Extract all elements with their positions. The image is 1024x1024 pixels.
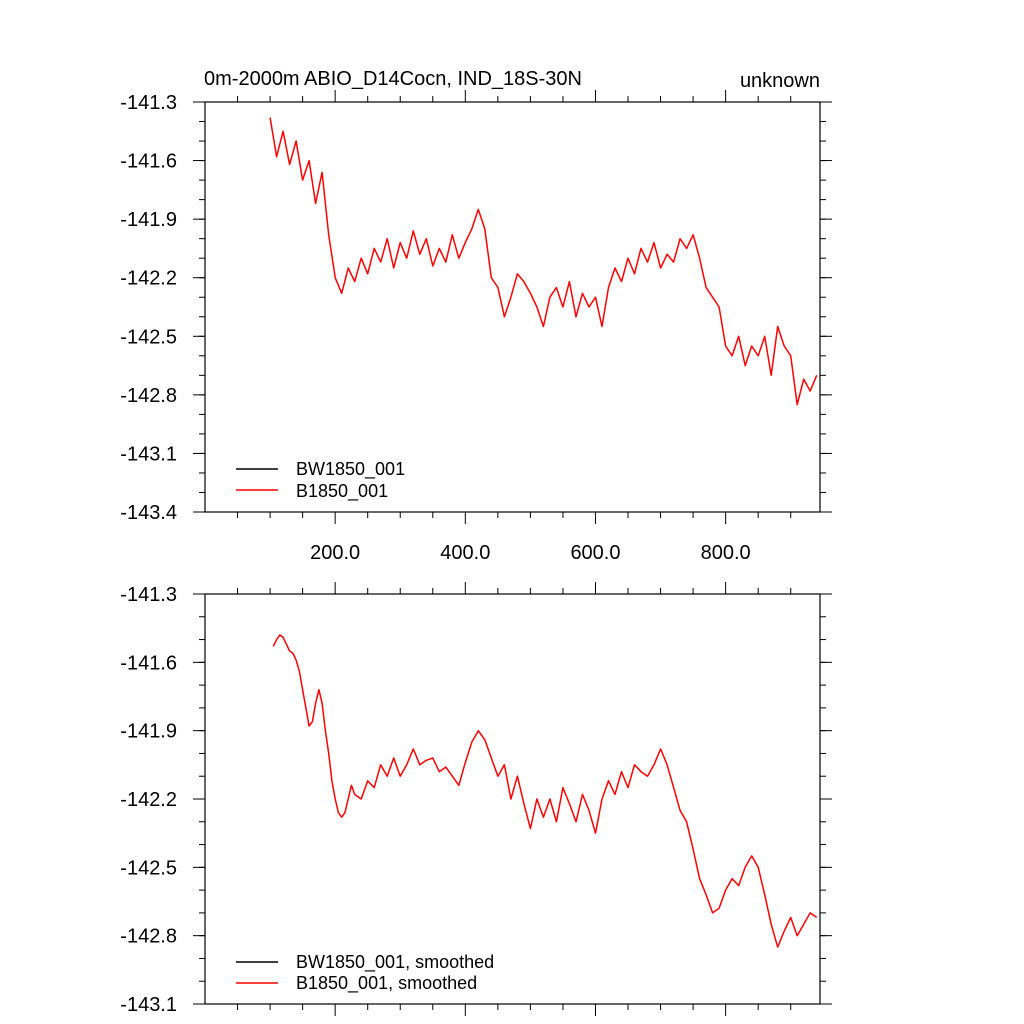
x-tick-label: 200.0 xyxy=(310,542,360,564)
series-line-b1850-001 xyxy=(269,117,818,406)
y-tick-label: -143.1 xyxy=(120,994,177,1016)
y-tick-label: -143.1 xyxy=(120,443,177,465)
x-tick-label: 800.0 xyxy=(701,542,751,564)
bottom-axis-ticks: -141.3 -141.6 -141.9 -142.2 -142.5 -142.8 -143… xyxy=(120,582,832,1016)
y-tick-label: -141.3 xyxy=(120,92,177,114)
bottom-series-group xyxy=(272,634,818,948)
legend-label-bw1850-001: BW1850_001 xyxy=(296,459,405,480)
bottom-legend: BW1850_001, smoothed B1850_001, smoothed xyxy=(236,952,494,994)
y-tick-label: -142.8 xyxy=(120,385,177,407)
y-tick-label: -142.2 xyxy=(120,268,177,290)
x-tick-label: 600.0 xyxy=(570,542,620,564)
legend-label-bw1850-001-smoothed: BW1850_001, smoothed xyxy=(296,952,494,973)
y-tick-label: -142.8 xyxy=(120,926,177,948)
y-tick-label: -142.5 xyxy=(120,326,177,348)
y-tick-label: -142.5 xyxy=(120,857,177,879)
series-line-b1850-001-smoothed xyxy=(272,634,818,948)
y-tick-label: -141.6 xyxy=(120,151,177,173)
x-tick-label: 400.0 xyxy=(440,542,490,564)
top-legend: BW1850_001 B1850_001 xyxy=(236,459,405,502)
top-plot-frame xyxy=(204,101,821,513)
top-panel: 0m-2000m ABIO_D14Cocn, IND_18S-30N unkno… xyxy=(120,68,832,564)
bottom-panel: -141.3 -141.6 -141.9 -142.2 -142.5 -142.8 -143… xyxy=(120,582,832,1016)
legend-label-b1850-001-smoothed: B1850_001, smoothed xyxy=(296,973,477,994)
legend-label-b1850-001: B1850_001 xyxy=(296,481,388,502)
y-tick-label: -142.2 xyxy=(120,789,177,811)
top-series-group xyxy=(269,117,818,406)
y-tick-label: -141.3 xyxy=(120,584,177,606)
chart-title: 0m-2000m ABIO_D14Cocn, IND_18S-30N xyxy=(204,68,582,90)
y-tick-label: -143.4 xyxy=(120,502,177,524)
y-tick-label: -141.9 xyxy=(120,721,177,743)
chart-right-title: unknown xyxy=(740,70,820,92)
y-tick-label: -141.9 xyxy=(120,209,177,231)
y-tick-label: -141.6 xyxy=(120,652,177,674)
top-axis-ticks: -141.3 -141.6 -141.9 -142.2 -142.5 -142.8 -143… xyxy=(120,90,832,564)
